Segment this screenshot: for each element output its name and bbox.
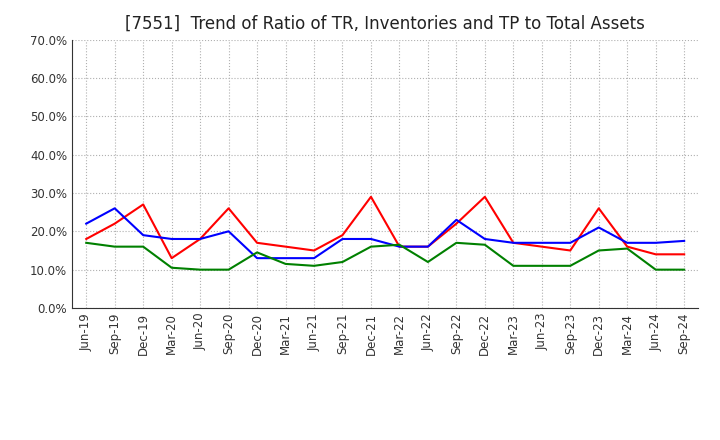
Inventories <box>82 221 91 226</box>
Trade Receivables <box>395 244 404 249</box>
Trade Payables <box>338 259 347 264</box>
Trade Receivables <box>225 205 233 211</box>
Inventories <box>225 229 233 234</box>
Trade Receivables <box>310 248 318 253</box>
Trade Payables <box>509 263 518 268</box>
Inventories <box>167 236 176 242</box>
Trade Receivables <box>452 221 461 226</box>
Inventories <box>253 256 261 261</box>
Inventories <box>282 256 290 261</box>
Inventories <box>509 240 518 246</box>
Trade Payables <box>652 267 660 272</box>
Trade Payables <box>566 263 575 268</box>
Inventories <box>310 256 318 261</box>
Trade Payables <box>167 265 176 270</box>
Inventories <box>480 236 489 242</box>
Trade Receivables <box>338 232 347 238</box>
Trade Payables <box>310 263 318 268</box>
Trade Payables <box>395 242 404 247</box>
Trade Payables <box>82 240 91 246</box>
Trade Receivables <box>110 221 119 226</box>
Inventories <box>680 238 688 244</box>
Trade Receivables <box>537 244 546 249</box>
Line: Trade Receivables: Trade Receivables <box>86 197 684 258</box>
Inventories <box>537 240 546 246</box>
Trade Payables <box>623 246 631 251</box>
Trade Receivables <box>623 244 631 249</box>
Trade Payables <box>110 244 119 249</box>
Trade Receivables <box>652 252 660 257</box>
Trade Receivables <box>282 244 290 249</box>
Trade Receivables <box>566 248 575 253</box>
Line: Inventories: Inventories <box>86 208 684 258</box>
Inventories <box>366 236 375 242</box>
Inventories <box>652 240 660 246</box>
Trade Payables <box>452 240 461 246</box>
Inventories <box>566 240 575 246</box>
Trade Payables <box>595 248 603 253</box>
Inventories <box>623 240 631 246</box>
Trade Payables <box>423 259 432 264</box>
Inventories <box>452 217 461 223</box>
Inventories <box>139 232 148 238</box>
Trade Payables <box>225 267 233 272</box>
Trade Receivables <box>167 256 176 261</box>
Trade Payables <box>366 244 375 249</box>
Inventories <box>110 205 119 211</box>
Trade Payables <box>480 242 489 247</box>
Inventories <box>395 244 404 249</box>
Inventories <box>595 225 603 230</box>
Trade Payables <box>139 244 148 249</box>
Trade Receivables <box>595 205 603 211</box>
Title: [7551]  Trend of Ratio of TR, Inventories and TP to Total Assets: [7551] Trend of Ratio of TR, Inventories… <box>125 15 645 33</box>
Trade Payables <box>196 267 204 272</box>
Trade Receivables <box>509 240 518 246</box>
Trade Payables <box>537 263 546 268</box>
Inventories <box>338 236 347 242</box>
Trade Receivables <box>82 236 91 242</box>
Trade Receivables <box>423 244 432 249</box>
Trade Payables <box>253 250 261 255</box>
Trade Receivables <box>253 240 261 246</box>
Trade Receivables <box>139 202 148 207</box>
Inventories <box>423 244 432 249</box>
Line: Trade Payables: Trade Payables <box>86 243 684 270</box>
Inventories <box>196 236 204 242</box>
Trade Payables <box>282 261 290 267</box>
Trade Payables <box>680 267 688 272</box>
Trade Receivables <box>680 252 688 257</box>
Trade Receivables <box>480 194 489 199</box>
Trade Receivables <box>366 194 375 199</box>
Trade Receivables <box>196 236 204 242</box>
